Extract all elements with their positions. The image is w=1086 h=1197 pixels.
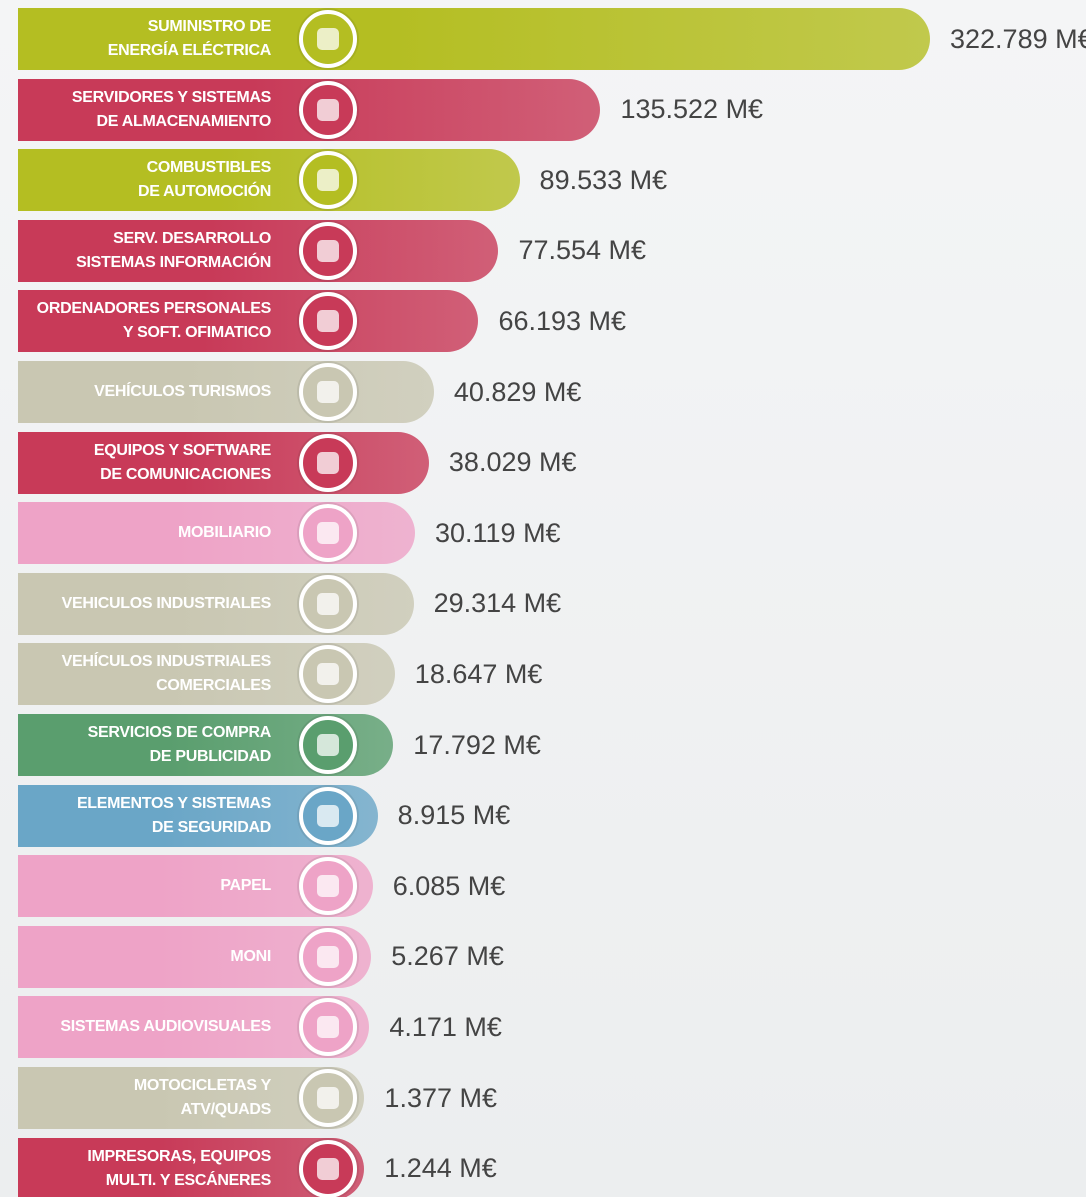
value-label: 1.244 M€ bbox=[384, 1153, 497, 1184]
icon bbox=[299, 221, 357, 280]
value-label: 29.314 M€ bbox=[433, 588, 562, 619]
value-label: 8.915 M€ bbox=[397, 800, 511, 831]
value-label: 18.647 M€ bbox=[414, 658, 543, 689]
icon bbox=[299, 292, 357, 351]
bar bbox=[18, 149, 520, 212]
value-label: 1.377 M€ bbox=[384, 1082, 497, 1113]
category-label: EQUIPOS Y SOFTWARE DE COMUNICACIONES bbox=[93, 441, 271, 483]
value-label: 4.171 M€ bbox=[389, 1011, 502, 1042]
icon bbox=[299, 151, 357, 210]
category-label: SERVICIOS DE COMPRA DE PUBLICIDAD bbox=[87, 724, 272, 765]
category-label: MOBILIARIO bbox=[178, 524, 271, 542]
icon bbox=[299, 786, 357, 845]
value-label: 66.193 M€ bbox=[498, 305, 627, 336]
value-label: 38.029 M€ bbox=[448, 447, 577, 478]
bar bbox=[18, 431, 429, 494]
icon bbox=[299, 1069, 357, 1127]
category-label: VEHICULOS INDUSTRIALES bbox=[61, 594, 272, 612]
value-label: 6.085 M€ bbox=[392, 870, 506, 901]
bar bbox=[18, 361, 434, 423]
bar bbox=[18, 290, 479, 353]
value-label: 17.792 M€ bbox=[413, 729, 541, 760]
category-label: COMBUSTIBLES DE AUTOMOCIÓN bbox=[138, 159, 271, 201]
category-label: MOTOCICLETAS Y ATV/QUADS bbox=[133, 1077, 271, 1118]
icon bbox=[299, 363, 357, 421]
icon bbox=[299, 504, 357, 563]
category-label: SUMINISTRO DE ENERGÍA ELÉCTRICA bbox=[107, 18, 272, 59]
value-label: 322.789 M€ bbox=[950, 23, 1086, 54]
value-label: 77.554 M€ bbox=[518, 235, 647, 266]
icon bbox=[299, 645, 357, 704]
category-label: MONI bbox=[230, 947, 271, 965]
category-label: PAPEL bbox=[220, 877, 271, 895]
category-label: SERV. DESARROLLO SISTEMAS INFORMACIÓN bbox=[76, 229, 271, 271]
icon bbox=[299, 927, 357, 986]
icon bbox=[299, 574, 357, 633]
value-label: 5.267 M€ bbox=[391, 941, 504, 972]
icon bbox=[299, 998, 357, 1057]
icon bbox=[299, 433, 357, 492]
icon bbox=[299, 716, 357, 774]
icon bbox=[299, 1139, 357, 1197]
category-label: ELEMENTOS Y SISTEMAS DE SEGURIDAD bbox=[76, 794, 271, 836]
bar bbox=[18, 219, 499, 282]
icon bbox=[299, 10, 357, 68]
icon bbox=[299, 80, 357, 139]
category-label: SISTEMAS AUDIOVISUALES bbox=[60, 1018, 271, 1036]
icon bbox=[299, 857, 357, 916]
category-label: VEHÍCULOS INDUSTRIALES COMERCIALES bbox=[61, 653, 272, 695]
value-label: 89.533 M€ bbox=[539, 164, 668, 195]
category-label: SERVIDORES Y SISTEMAS DE ALMACENAMIENTO bbox=[71, 88, 271, 130]
value-label: 30.119 M€ bbox=[434, 517, 561, 548]
bar bbox=[18, 8, 930, 70]
category-label: ORDENADORES PERSONALES Y SOFT. OFIMATICO bbox=[36, 300, 272, 342]
value-label: 135.522 M€ bbox=[620, 94, 764, 125]
category-label: IMPRESORAS, EQUIPOS MULTI. Y ESCÁNERES bbox=[87, 1147, 271, 1189]
category-label: VEHÍCULOS TURISMOS bbox=[94, 383, 271, 400]
value-label: 40.829 M€ bbox=[453, 376, 582, 407]
